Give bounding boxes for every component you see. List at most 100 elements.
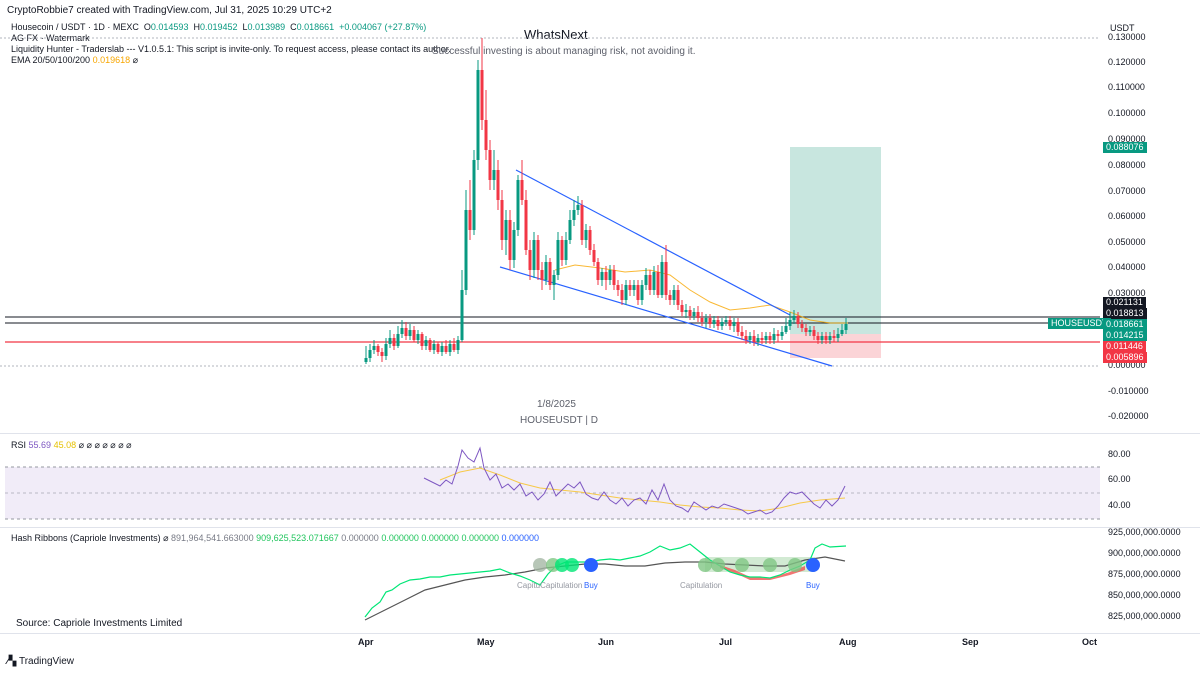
ribbon-red (720, 565, 805, 580)
candle-body (368, 350, 372, 358)
price-axis-label: 0.090000 (1108, 134, 1146, 144)
candle-body (500, 200, 504, 240)
candle-body (708, 318, 712, 324)
eye-icon[interactable]: ⌀ (132, 55, 139, 65)
hash-separator[interactable] (0, 527, 1200, 528)
candle-body (632, 285, 636, 290)
candle-body (480, 70, 484, 120)
candle-body (380, 352, 384, 356)
candle-body (768, 336, 772, 340)
green-circle-4 (698, 558, 712, 572)
ribbon-band (705, 557, 815, 572)
candles-group (364, 38, 848, 364)
candle-body (620, 290, 624, 300)
candle-body (616, 285, 620, 290)
watermark-pair: HOUSEUSDT | D (520, 415, 598, 426)
target-price-tag: 0.088076 (1103, 142, 1147, 153)
rsi-ma-line (439, 467, 846, 512)
candle-body (588, 230, 592, 250)
candle-body (712, 320, 716, 324)
candle-body (396, 334, 400, 346)
hash-legend[interactable]: Hash Ribbons (Capriole Investments) ⌀ 89… (11, 533, 540, 543)
candle-body (456, 340, 460, 350)
candle-body (648, 275, 652, 290)
footer-brand[interactable]: ⁄▚ TradingView (7, 656, 75, 667)
author-line: CryptoRobbie7 created with TradingView.c… (7, 5, 332, 16)
candle-body (556, 240, 560, 275)
candle-body (704, 318, 708, 322)
candle-body (724, 320, 728, 322)
hash-value-1: 891,964,541.663000 (171, 533, 254, 543)
candle-body (736, 322, 740, 332)
time-axis-label: Aug (839, 637, 857, 647)
low-value: 0.013989 (247, 22, 286, 32)
watermark-date: 1/8/2025 (537, 399, 576, 410)
candle-body (732, 322, 736, 326)
indicator-watermark-label[interactable]: AG FX - Watermark (11, 33, 90, 43)
hash-axis-label: 925,000,000.0000 (1108, 527, 1181, 537)
candle-body (600, 272, 604, 280)
hash-axis-label: 825,000,000.0000 (1108, 611, 1181, 621)
watermark-title: WhatsNext (524, 27, 588, 42)
candle-body (464, 210, 468, 290)
candle-body (532, 240, 536, 270)
candle-body (844, 324, 848, 330)
price-axis-label: -0.010000 (1108, 386, 1149, 396)
green-circle-8 (788, 558, 802, 572)
candle-body (608, 270, 612, 280)
symbol-name: Housecoin / USDT · 1D · MEXC (11, 22, 139, 32)
candle-body (560, 240, 564, 260)
hash-eye-icon: ⌀ (163, 533, 169, 543)
candle-body (780, 332, 784, 336)
candle-body (372, 346, 376, 350)
candle-body (528, 250, 532, 270)
candle-body (412, 330, 416, 340)
candle-body (452, 344, 456, 350)
open-value: 0.014593 (150, 22, 189, 32)
candle-body (496, 170, 500, 200)
currency-label[interactable]: USDT (1110, 23, 1135, 33)
candle-body (508, 220, 512, 260)
candle-body (804, 328, 808, 332)
rsi-eye-icons: ⌀ ⌀ ⌀ ⌀ ⌀ ⌀ ⌀ (78, 440, 132, 450)
candle-body (756, 338, 760, 342)
buy-circle-2 (806, 558, 820, 572)
stop2-price-tag: 0.005896 (1103, 352, 1147, 363)
candle-body (460, 290, 464, 340)
price-axis-label: 0.060000 (1108, 211, 1146, 221)
candle-body (552, 275, 556, 285)
time-axis-label: Jun (598, 637, 615, 647)
price-axis-label: 0.050000 (1108, 237, 1146, 247)
candle-body (476, 70, 480, 160)
candle-body (624, 285, 628, 300)
hash-value-3: 0.000000 (341, 533, 379, 543)
ema-legend[interactable]: EMA 20/50/100/200 0.019618 ⌀ (11, 55, 139, 65)
rsi-separator[interactable] (0, 433, 1200, 434)
candle-body (512, 230, 516, 260)
hash-value-5: 0.000000 (421, 533, 459, 543)
candle-body (820, 336, 824, 340)
symbol-legend[interactable]: Housecoin / USDT · 1D · MEXC O0.014593 H… (11, 22, 427, 32)
candle-body (444, 346, 448, 352)
rsi-legend[interactable]: RSI 55.69 45.08 ⌀ ⌀ ⌀ ⌀ ⌀ ⌀ ⌀ (11, 440, 132, 450)
indicator-liquidity-label[interactable]: Liquidity Hunter - Traderslab --- V1.0.5… (11, 44, 451, 54)
candle-body (692, 312, 696, 316)
close-value: 0.018661 (296, 22, 335, 32)
candle-body (400, 328, 404, 334)
hash-fast-line (364, 543, 847, 618)
capitulation-label-2: Capitulation (680, 581, 723, 590)
hash-value-6: 0.000000 (461, 533, 499, 543)
level-price-tag-2: 0.018813 (1103, 308, 1147, 319)
hash-axis-label: 900,000,000.0000 (1108, 548, 1181, 558)
hash-source: Source: Capriole Investments Limited (16, 618, 183, 629)
candle-body (656, 272, 660, 295)
candle-body (592, 250, 596, 262)
tradingview-logo-icon: ⁄▚ (7, 656, 17, 667)
buy-label-2: Buy (806, 581, 820, 590)
price-axis-label: 0.070000 (1108, 186, 1146, 196)
candle-body (428, 340, 432, 350)
price-axis-label: 0.000000 (1108, 360, 1146, 370)
buy-label-1: Buy (584, 581, 598, 590)
